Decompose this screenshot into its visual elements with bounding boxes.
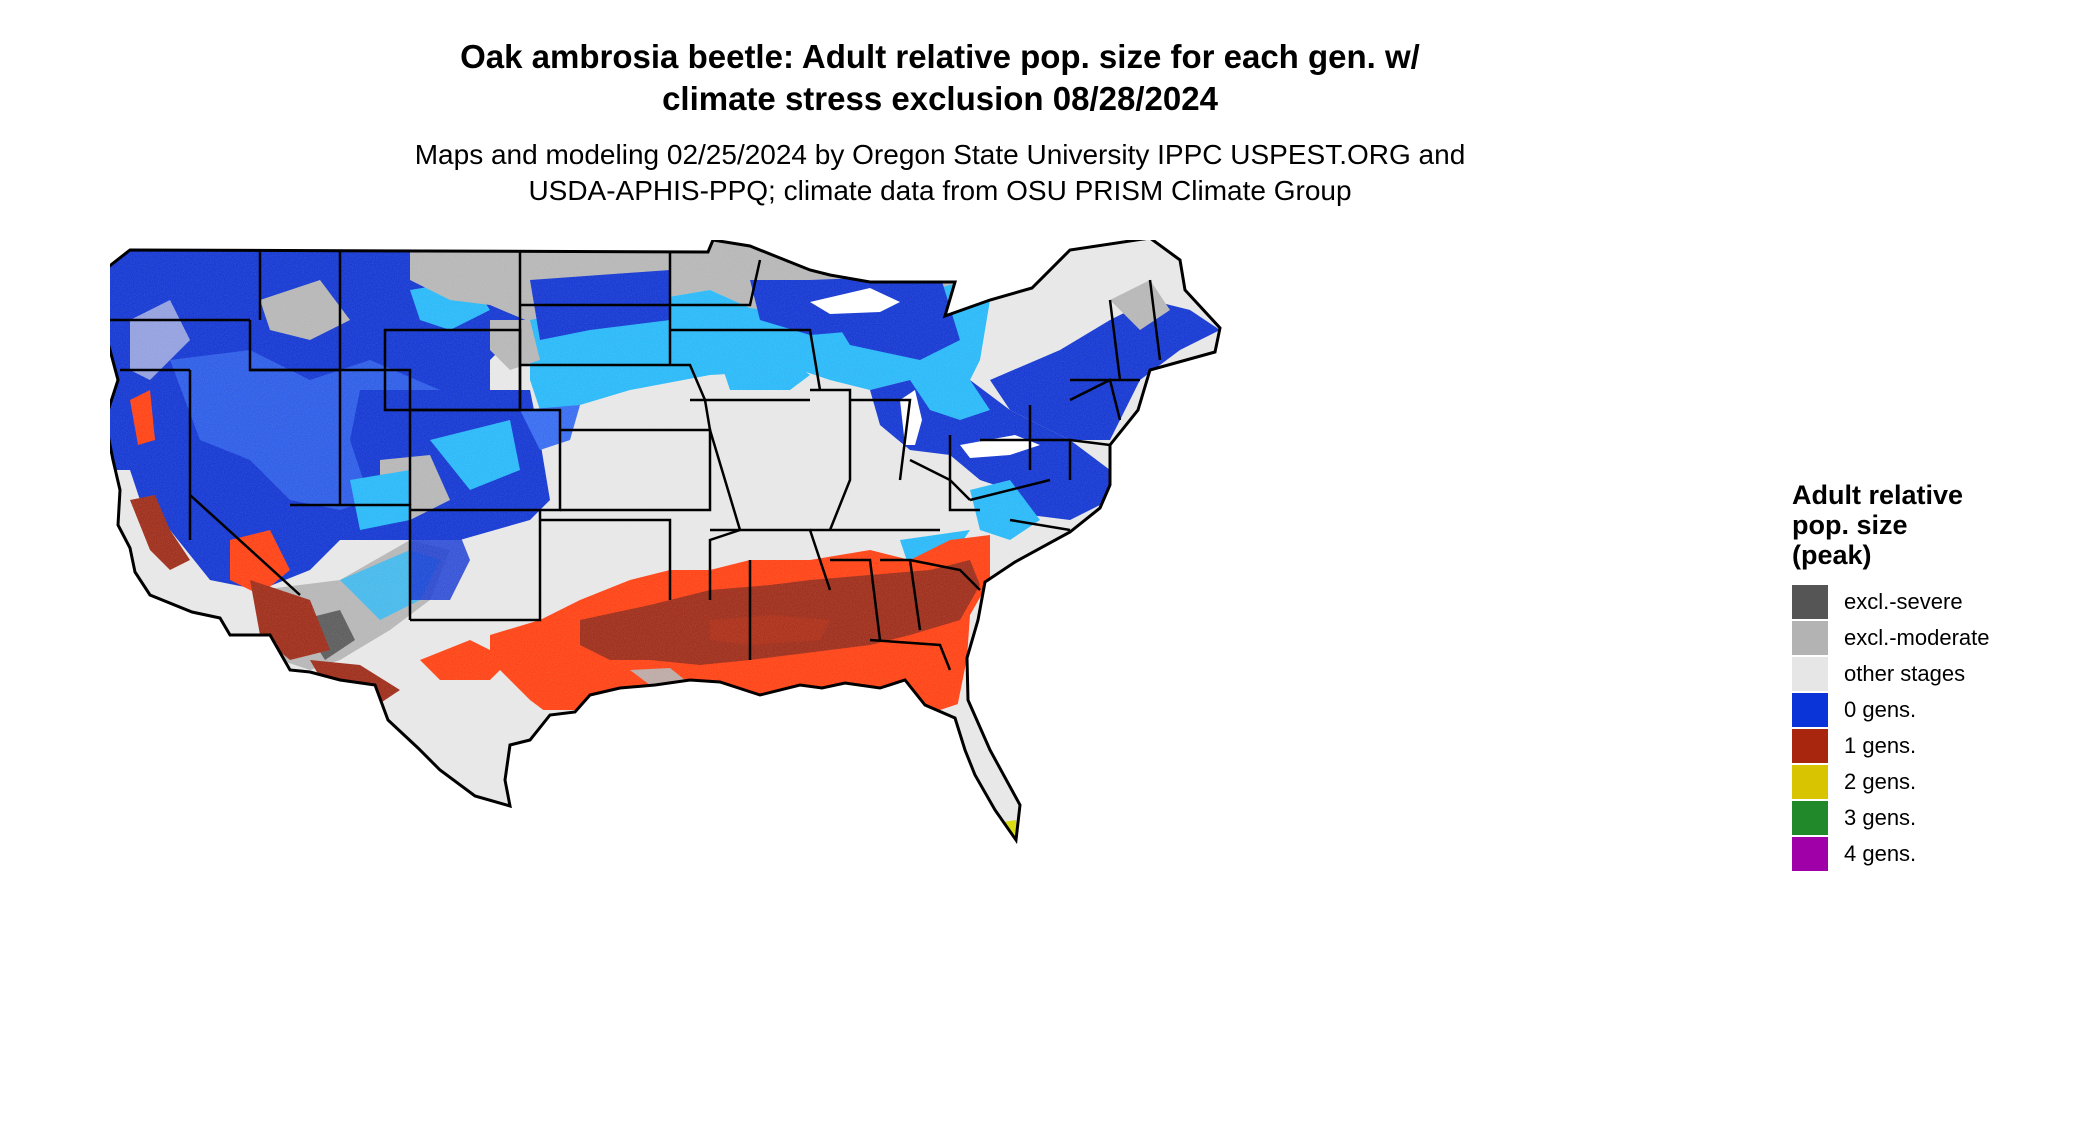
- us-map: [96, 236, 1750, 1120]
- legend-title-line-3: (peak): [1792, 540, 1872, 570]
- subtitle-line-1: Maps and modeling 02/25/2024 by Oregon S…: [414, 139, 1466, 170]
- legend-item-4-gens: 4 gens.: [1792, 836, 2092, 872]
- legend-item-excl-severe: excl.-severe: [1792, 584, 2092, 620]
- legend-title-line-2: pop. size: [1792, 510, 1908, 540]
- legend-swatch: [1792, 765, 1828, 799]
- legend-item-0-gens: 0 gens.: [1792, 692, 2092, 728]
- legend-label: 1 gens.: [1844, 733, 1917, 758]
- legend-label: 4 gens.: [1844, 841, 1917, 866]
- legend-label: 2 gens.: [1844, 769, 1917, 794]
- legend-item-other-stages: other stages: [1792, 656, 2092, 692]
- legend-swatch: [1792, 837, 1828, 871]
- title-line-2: climate stress exclusion 08/28/2024: [662, 80, 1218, 117]
- legend-swatch: [1792, 729, 1828, 763]
- legend-swatch: [1792, 585, 1828, 619]
- legend-item-2-gens: 2 gens.: [1792, 764, 2092, 800]
- legend-label: 0 gens.: [1844, 697, 1917, 722]
- legend-item-3-gens: 3 gens.: [1792, 800, 2092, 836]
- legend-swatch: [1792, 621, 1828, 655]
- map-legend: Adult relative pop. size (peak) excl.-se…: [1792, 480, 2092, 872]
- legend-swatch: [1792, 693, 1828, 727]
- legend-label: excl.-severe: [1844, 589, 1963, 614]
- legend-item-1-gens: 1 gens.: [1792, 728, 2092, 764]
- legend-label: excl.-moderate: [1844, 625, 1990, 650]
- legend-title: Adult relative pop. size (peak): [1792, 480, 2092, 570]
- us-map-svg: [96, 236, 1222, 845]
- subtitle-line-2: USDA-APHIS-PPQ; climate data from OSU PR…: [528, 175, 1352, 206]
- map-subtitle: Maps and modeling 02/25/2024 by Oregon S…: [320, 137, 1560, 209]
- legend-swatch: [1792, 801, 1828, 835]
- legend-title-line-1: Adult relative: [1792, 480, 1964, 510]
- legend-label: other stages: [1844, 661, 1966, 686]
- map-title: Oak ambrosia beetle: Adult relative pop.…: [320, 36, 1560, 120]
- legend-item-excl-moderate: excl.-moderate: [1792, 620, 2092, 656]
- legend-label: 3 gens.: [1844, 805, 1917, 830]
- legend-swatch: [1792, 657, 1828, 691]
- title-line-1: Oak ambrosia beetle: Adult relative pop.…: [460, 38, 1420, 75]
